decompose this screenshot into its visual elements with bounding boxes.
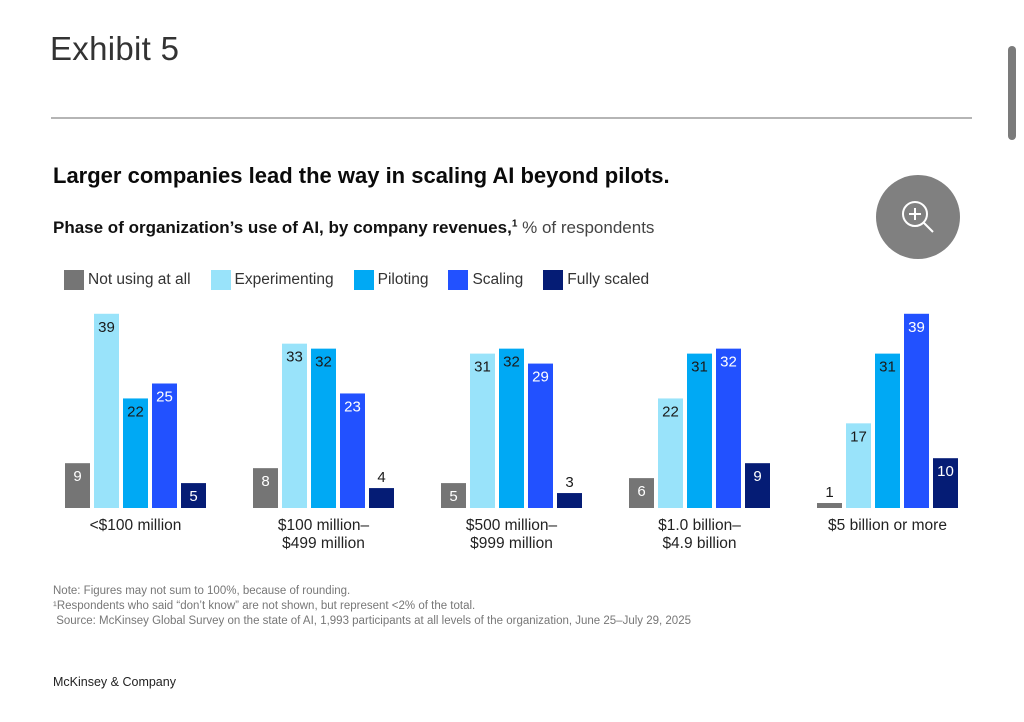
bar-group: 6 22 31 32 9 [629, 348, 770, 508]
data-label: 5 [449, 488, 457, 505]
data-label: 29 [532, 369, 549, 386]
category-label: $999 million [470, 535, 553, 552]
category-label: $1.0 billion– [658, 517, 741, 534]
legend-item: Fully scaled [543, 270, 649, 290]
bar-group: 1 17 31 39 10 [817, 313, 958, 508]
bar [658, 398, 683, 508]
bar [499, 348, 524, 508]
data-label: 22 [127, 403, 144, 420]
bar-group: 5 31 32 29 3 [441, 348, 582, 508]
bar [311, 348, 336, 508]
data-label: 23 [344, 398, 361, 415]
category-label: $5 billion or more [828, 517, 947, 534]
subtitle-footnote-marker: 1 [511, 218, 518, 230]
data-label: 32 [503, 354, 520, 371]
data-label: 31 [474, 359, 491, 376]
category-label: $499 million [282, 535, 365, 552]
data-label: 39 [908, 319, 925, 336]
bar [745, 463, 770, 508]
bar [629, 478, 654, 508]
data-label: 9 [753, 468, 761, 485]
bar [65, 463, 90, 508]
data-label: 17 [850, 428, 867, 445]
bar [716, 348, 741, 508]
bar [123, 398, 148, 508]
data-label: 32 [720, 354, 737, 371]
note-footnote: ¹Respondents who said “don’t know” are n… [53, 600, 476, 612]
chart-legend: Not using at all Experimenting Piloting Sca… [64, 270, 669, 290]
data-label: 5 [189, 488, 197, 505]
data-label: 22 [662, 403, 679, 420]
data-label: 6 [637, 483, 645, 500]
bar [933, 458, 958, 508]
category-label: <$100 million [90, 517, 182, 534]
scrollbar[interactable] [1008, 46, 1016, 140]
bar [904, 313, 929, 508]
subtitle-main: Phase of organization’s use of AI, by co… [53, 218, 512, 237]
data-label: 3 [565, 474, 573, 491]
header-divider [51, 117, 972, 119]
data-label: 32 [315, 354, 332, 371]
bar [557, 493, 582, 508]
bar [441, 483, 466, 508]
bar [528, 363, 553, 508]
legend-label: Not using at all [88, 271, 191, 288]
bar [875, 353, 900, 508]
bar [846, 423, 871, 508]
bar [181, 483, 206, 508]
data-label: 1 [825, 484, 833, 501]
category-label: $500 million– [466, 517, 558, 534]
data-label: 4 [377, 469, 385, 486]
legend-swatch [543, 270, 564, 290]
data-label: 33 [286, 349, 303, 366]
data-label: 31 [691, 359, 708, 376]
legend-label: Fully scaled [567, 271, 650, 288]
legend-item: Scaling [448, 270, 523, 290]
data-label: 25 [156, 389, 173, 406]
bar [687, 353, 712, 508]
note-source: Source: McKinsey Global Survey on the st… [53, 615, 691, 627]
legend-swatch [353, 270, 374, 290]
zoom-in-icon [902, 201, 934, 233]
legend-label: Piloting [377, 271, 429, 288]
bar-group: 8 33 32 23 4 [253, 343, 394, 508]
data-label: 9 [73, 468, 81, 485]
data-label: 31 [879, 359, 896, 376]
subtitle-unit: % of respondents [522, 218, 655, 237]
bar [369, 488, 394, 508]
legend-item: Piloting [353, 270, 429, 290]
exhibit-label: Exhibit 5 [50, 30, 180, 67]
legend-swatch [210, 270, 231, 290]
bar [282, 343, 307, 508]
bar [470, 353, 495, 508]
legend-item: Not using at all [64, 270, 191, 290]
legend-label: Scaling [472, 271, 524, 288]
note-rounding: Note: Figures may not sum to 100%, becau… [53, 585, 351, 597]
legend-item: Experimenting [210, 270, 334, 290]
data-label: 8 [261, 473, 269, 490]
category-label: $100 million– [278, 517, 370, 534]
category-label: $4.9 billion [662, 535, 736, 552]
bar [253, 468, 278, 508]
data-label: 39 [98, 319, 115, 336]
legend-swatch [448, 270, 469, 290]
legend-swatch [64, 270, 84, 290]
bar [817, 503, 842, 508]
zoom-button[interactable] [876, 175, 960, 259]
bar [94, 313, 119, 508]
bar [152, 383, 177, 508]
bar-group: 9 39 22 25 5 [65, 313, 206, 508]
chart-title: Larger companies lead the way in scaling… [53, 163, 670, 188]
brand-logo-text: McKinsey & Company [53, 675, 176, 689]
data-label: 10 [937, 463, 954, 480]
chart-notes: Note: Figures may not sum to 100%, becau… [53, 584, 691, 629]
legend-label: Experimenting [234, 271, 334, 288]
chart-subtitle: Phase of organization’s use of AI, by co… [53, 218, 654, 238]
bar [340, 393, 365, 508]
